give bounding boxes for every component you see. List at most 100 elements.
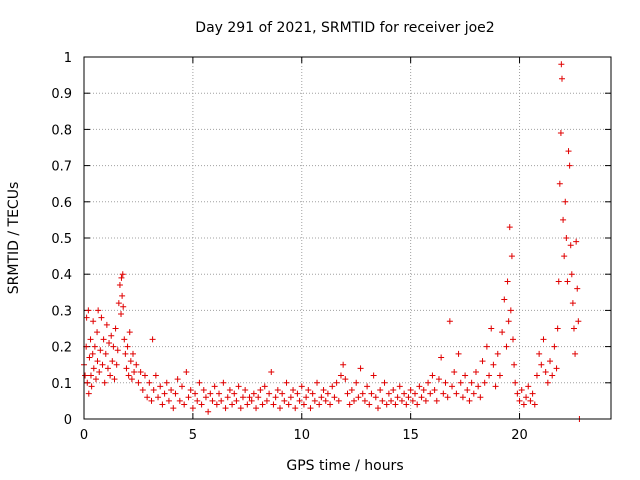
data-point (107, 372, 114, 379)
data-point (425, 379, 432, 386)
data-point (318, 394, 325, 401)
data-point (181, 401, 188, 408)
data-point (116, 282, 123, 289)
data-point (559, 75, 566, 82)
data-point (405, 394, 412, 401)
data-point (357, 365, 364, 372)
data-point (556, 180, 563, 187)
data-point (392, 401, 399, 408)
data-point (270, 401, 277, 408)
data-point (440, 390, 447, 397)
data-point (129, 350, 136, 357)
data-point (263, 397, 270, 404)
data-point (290, 387, 297, 394)
data-point (296, 397, 303, 404)
data-point (259, 401, 266, 408)
data-point (531, 401, 538, 408)
data-point (194, 397, 201, 404)
data-point (383, 401, 390, 408)
data-point (101, 379, 108, 386)
data-point (544, 379, 551, 386)
data-point (261, 383, 268, 390)
data-point (135, 379, 142, 386)
x-tick-label: 10 (293, 428, 310, 443)
data-point (505, 318, 512, 325)
data-point (353, 379, 360, 386)
data-point (98, 314, 105, 321)
data-point (149, 336, 156, 343)
data-point (90, 365, 97, 372)
data-point (148, 397, 155, 404)
data-point (446, 318, 453, 325)
data-point (451, 368, 458, 375)
data-point (455, 350, 462, 357)
data-point (103, 321, 110, 328)
data-point (104, 365, 111, 372)
y-tick-label: 1 (64, 51, 72, 66)
data-point (506, 224, 513, 231)
data-point (120, 303, 127, 310)
data-point (514, 390, 521, 397)
data-point (525, 383, 532, 390)
data-point (370, 372, 377, 379)
data-point (90, 318, 97, 325)
data-point (427, 390, 434, 397)
data-point (155, 394, 162, 401)
data-point (355, 394, 362, 401)
data-point (274, 387, 281, 394)
data-point (553, 365, 560, 372)
data-point (477, 394, 484, 401)
data-point (119, 271, 126, 278)
data-point (287, 394, 294, 401)
data-point (161, 390, 168, 397)
data-point (379, 397, 386, 404)
data-point (496, 372, 503, 379)
data-point (198, 401, 205, 408)
data-point (527, 397, 534, 404)
data-point (235, 383, 242, 390)
data-point (431, 387, 438, 394)
data-point (499, 329, 506, 336)
data-point (163, 379, 170, 386)
data-point (202, 394, 209, 401)
data-point (564, 278, 571, 285)
data-point (146, 379, 153, 386)
data-point (88, 383, 95, 390)
data-point (144, 394, 151, 401)
y-tick-label: 0.2 (51, 341, 72, 356)
data-point (572, 350, 579, 357)
data-point (127, 358, 134, 365)
data-point (159, 401, 166, 408)
data-point (468, 379, 475, 386)
data-point (207, 390, 214, 397)
data-point (501, 296, 508, 303)
data-point (111, 376, 118, 383)
data-point (87, 336, 94, 343)
y-tick-label: 0.8 (51, 123, 72, 138)
data-point (231, 390, 238, 397)
data-point (311, 397, 318, 404)
data-point (412, 390, 419, 397)
data-point (91, 343, 98, 350)
data-point (479, 358, 486, 365)
data-point (172, 390, 179, 397)
data-point (165, 397, 172, 404)
data-point (123, 365, 130, 372)
data-point (518, 387, 525, 394)
data-point (187, 387, 194, 394)
data-point (561, 253, 568, 260)
data-point (385, 390, 392, 397)
data-point (112, 325, 119, 332)
data-point (381, 379, 388, 386)
data-point (109, 358, 116, 365)
data-point (226, 387, 233, 394)
data-point (533, 372, 540, 379)
x-tick-label: 20 (511, 428, 528, 443)
data-point (503, 343, 510, 350)
data-point (200, 387, 207, 394)
data-point (137, 368, 144, 375)
data-point (170, 405, 177, 412)
data-point (314, 379, 321, 386)
data-point (244, 401, 251, 408)
data-point (331, 394, 338, 401)
